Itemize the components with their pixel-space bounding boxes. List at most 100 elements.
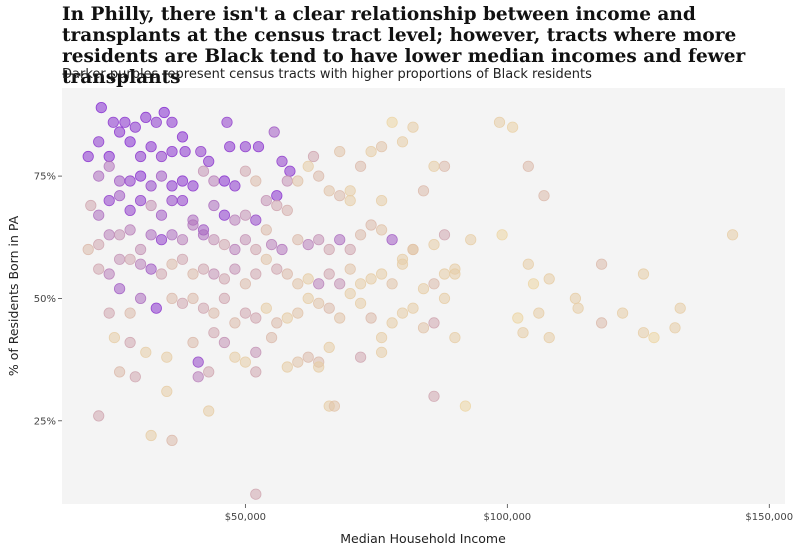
data-point [229,317,241,329]
data-point [375,346,388,358]
data-point [375,331,388,344]
data-point [292,307,304,319]
data-point [239,307,251,319]
data-point [572,302,584,314]
data-point [365,312,377,324]
data-point [93,263,105,275]
data-point [208,234,220,246]
data-point [218,209,230,221]
data-point [95,102,107,114]
data-point [176,234,189,246]
data-point [365,146,377,158]
data-point [323,185,335,197]
data-point [208,199,220,212]
data-point [166,180,178,192]
data-point [135,292,147,304]
data-point [334,190,346,202]
data-point [187,292,199,304]
data-point [292,175,304,187]
data-point [179,146,191,158]
data-point [648,331,660,344]
data-point [239,356,251,368]
data-point [396,258,409,270]
data-point [197,165,210,177]
data-point [313,234,325,246]
data-point [543,273,555,285]
data-point [302,239,314,251]
data-point [323,268,335,280]
data-point [292,278,304,290]
data-point [354,278,367,290]
data-point [375,224,388,236]
data-point [114,283,126,295]
data-point [250,175,262,187]
data-point [103,307,115,319]
data-point [103,150,115,163]
data-point [221,116,233,128]
data-point [166,434,178,446]
data-point [145,429,157,442]
data-point [208,268,220,280]
data-point [155,234,168,246]
data-point [155,150,168,163]
y-axis-title: % of Residents Born in PA [6,215,21,376]
data-point [239,278,251,290]
data-point [93,170,105,182]
data-point [334,234,346,246]
data-point [726,229,739,241]
data-point [428,278,440,290]
data-point [197,229,210,241]
data-point [284,165,296,177]
data-point [328,400,340,412]
data-point [302,351,314,363]
data-point [239,165,251,177]
data-point [271,317,283,329]
x-axis-ticks: $50,000 $100,000 $150,000 [225,504,793,523]
data-point [229,263,241,275]
data-point [569,292,582,304]
data-point [323,341,335,353]
data-point [187,219,199,231]
data-point [103,195,115,207]
data-point [313,278,325,290]
data-point [218,175,230,187]
data-point [334,278,346,290]
data-point [135,195,147,207]
data-point [271,199,283,212]
data-point [271,190,283,202]
data-point [229,351,241,363]
data-point [140,346,152,358]
data-point [313,297,325,309]
data-point [496,229,508,241]
data-point [176,253,189,265]
data-point [166,146,178,158]
data-point [239,141,251,153]
data-point [354,297,367,309]
data-point [271,263,283,275]
data-point [85,199,97,212]
data-point [82,150,94,163]
data-point [135,243,147,256]
chart-title: In Philly, there isn't a clear relations… [62,4,746,88]
data-point [276,243,288,256]
data-point [281,204,293,216]
data-point [334,146,346,158]
data-point [145,199,157,212]
data-point [203,155,215,167]
data-point [250,346,262,358]
data-point [114,366,126,378]
data-point [354,351,367,363]
data-point [527,278,540,290]
data-point [323,302,335,314]
data-point [407,243,419,256]
data-point [197,263,210,275]
data-point [302,292,314,304]
data-point [292,234,304,246]
data-point [239,209,251,221]
data-point [260,302,272,314]
data-point [93,136,105,148]
data-point [517,327,529,339]
data-point [155,170,168,182]
data-point [176,131,189,143]
